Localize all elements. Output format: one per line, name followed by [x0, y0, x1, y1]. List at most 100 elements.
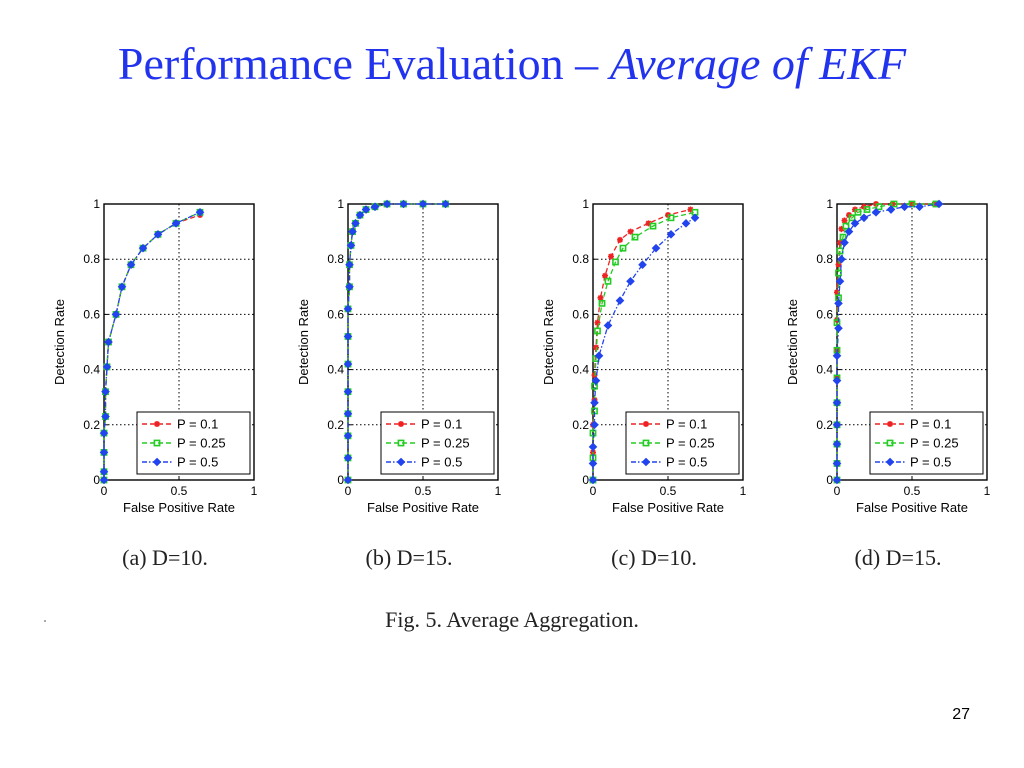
y-tick-label: 0.6 [816, 307, 833, 321]
data-point [99, 467, 109, 477]
caption-b: (b) D=15. [365, 545, 453, 570]
data-point [117, 282, 127, 292]
x-tick-label: 0.5 [660, 484, 677, 498]
data-point [934, 199, 944, 209]
data-point [441, 199, 450, 209]
legend-marker [885, 457, 895, 467]
series-diamond [832, 199, 944, 485]
data-point [343, 332, 353, 341]
series-diamond [588, 213, 700, 485]
legend: P = 0.1 P = 0.25 P = 0.5 [380, 411, 495, 475]
x-axis-label: False Positive Rate [367, 500, 479, 515]
data-point [99, 475, 109, 485]
legend-label: P = 0.1 [910, 417, 951, 432]
data-point [833, 319, 841, 327]
legend-marker [887, 421, 893, 427]
x-axis-label: False Positive Rate [612, 500, 724, 515]
data-point [343, 409, 353, 419]
roc-chart-c: 0 0.5 1 0 0.2 0.4 0.6 0.8 1 False Positive Rate De… [537, 190, 767, 530]
legend-label: P = 0.5 [666, 455, 707, 470]
data-point [837, 239, 843, 246]
data-point [343, 387, 353, 396]
data-point [832, 420, 842, 430]
legend-label: P = 0.25 [666, 436, 715, 451]
x-tick-label: 1 [740, 484, 747, 498]
legend-marker [398, 421, 404, 427]
data-point [863, 206, 871, 213]
data-point [588, 459, 598, 468]
y-tick-label: 0.8 [83, 252, 100, 266]
legend-marker [153, 439, 161, 447]
data-point [617, 236, 623, 243]
data-point [594, 351, 604, 361]
data-point [345, 282, 354, 292]
data-point [591, 376, 601, 385]
y-tick-label: 1 [826, 197, 833, 211]
data-point [615, 296, 625, 305]
data-point [111, 310, 121, 319]
y-tick-label: 0.2 [816, 418, 833, 432]
y-tick-label: 0 [826, 473, 833, 487]
legend-label: P = 0.25 [421, 436, 470, 451]
data-point [399, 199, 408, 209]
data-point [382, 199, 392, 209]
y-tick-label: 1 [582, 197, 589, 211]
data-point [195, 207, 205, 217]
x-tick-label: 1 [495, 484, 502, 498]
y-tick-label: 0 [93, 473, 100, 487]
data-point [355, 210, 365, 220]
legend-label: P = 0.1 [421, 417, 462, 432]
data-point [837, 254, 846, 264]
x-tick-label: 0.5 [904, 484, 921, 498]
legend: P = 0.1 P = 0.25 P = 0.5 [136, 411, 251, 475]
x-tick-label: 0 [834, 484, 841, 498]
data-point [348, 227, 357, 236]
data-point [597, 294, 604, 301]
figure-caption: Fig. 5. Average Aggregation. [385, 607, 639, 632]
data-point [588, 475, 598, 485]
roc-chart-svg: 0 0.5 1 0 0.2 0.4 0.6 0.8 1 False Positive Rate De… [785, 197, 991, 515]
page-number: 27 [952, 706, 970, 723]
data-point [101, 412, 110, 421]
data-point [345, 260, 354, 270]
y-axis-label: Detection Rate [541, 299, 556, 385]
data-point [649, 222, 657, 230]
data-point [346, 241, 356, 250]
data-point [839, 233, 847, 241]
title-italic: Average of EKF [609, 38, 907, 89]
caption-a: (a) D=10. [122, 545, 208, 570]
data-point [859, 213, 869, 223]
y-axis-label: Detection Rate [785, 299, 800, 385]
data-point [102, 362, 112, 372]
legend-label: P = 0.5 [910, 455, 951, 470]
y-tick-label: 0.8 [327, 252, 344, 266]
data-point [854, 208, 862, 216]
data-point [343, 453, 353, 463]
data-point [651, 243, 661, 253]
y-tick-label: 0.6 [83, 307, 100, 321]
y-tick-label: 0.6 [572, 307, 589, 321]
legend-label: P = 0.1 [666, 417, 707, 432]
data-point [690, 213, 700, 223]
y-tick-label: 0.2 [83, 418, 100, 432]
legend-label: P = 0.5 [421, 455, 462, 470]
series-diamond [343, 199, 450, 485]
x-axis-label: False Positive Rate [856, 500, 968, 515]
x-axis-label: False Positive Rate [123, 500, 235, 515]
y-tick-label: 0.4 [816, 363, 833, 377]
data-point [619, 244, 627, 252]
data-point [343, 304, 353, 314]
data-point [588, 442, 598, 452]
data-point [840, 238, 849, 247]
y-tick-label: 1 [337, 197, 344, 211]
data-point [126, 260, 136, 270]
x-tick-label: 0.5 [415, 484, 432, 498]
data-point [598, 299, 606, 307]
legend-label: P = 0.1 [177, 417, 218, 432]
legend-label: P = 0.25 [910, 436, 959, 451]
data-point [343, 359, 353, 369]
data-point [645, 220, 652, 227]
data-point [832, 459, 842, 468]
data-point [603, 321, 613, 330]
caption-c: (c) D=10. [611, 545, 697, 570]
